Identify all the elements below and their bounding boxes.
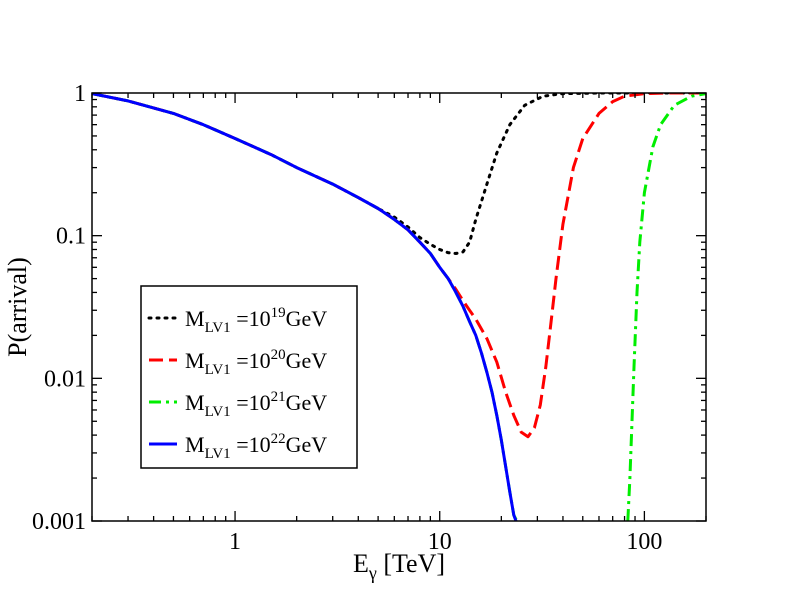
legend-label: MLV1 =1022GeV [185,431,327,462]
tick-labels: 1 10 100 0.001 0.01 0.1 1 [32,81,662,555]
series-line-20 [92,93,706,439]
plot-frame [91,92,707,522]
y-tick-label: 0.01 [44,366,86,392]
legend-label: MLV1 =1020GeV [185,347,327,378]
y-axis-label: P(arrival) [3,257,32,357]
legend-entry-22: MLV1 =1022GeV [149,431,327,462]
y-tick-label: 0.001 [32,509,86,535]
x-tick-label: 1 [229,529,241,555]
x-tick-label: 10 [428,529,452,555]
series-line-22 [92,93,518,521]
series-line-21-branch-1 [626,93,706,521]
legend-box [140,285,358,469]
y-tick-label: 0.1 [56,224,86,250]
legend-label: MLV1 =1019GeV [185,305,327,336]
x-tick-label: 100 [626,529,662,555]
series-layer [92,93,706,521]
ticks-layer [91,92,707,522]
legend-entry-19: MLV1 =1019GeV [147,305,327,336]
legend-entry-21: MLV1 =1021GeV [149,389,327,420]
legend: MLV1 =1019GeV MLV1 =1020GeV MLV1 =1021GeV M… [140,285,358,469]
legend-label: MLV1 =1021GeV [185,389,327,420]
y-tick-label: 1 [74,81,86,107]
legend-entry-20: MLV1 =1020GeV [149,347,327,378]
x-axis-label: Eγ [TeV] [353,549,445,583]
